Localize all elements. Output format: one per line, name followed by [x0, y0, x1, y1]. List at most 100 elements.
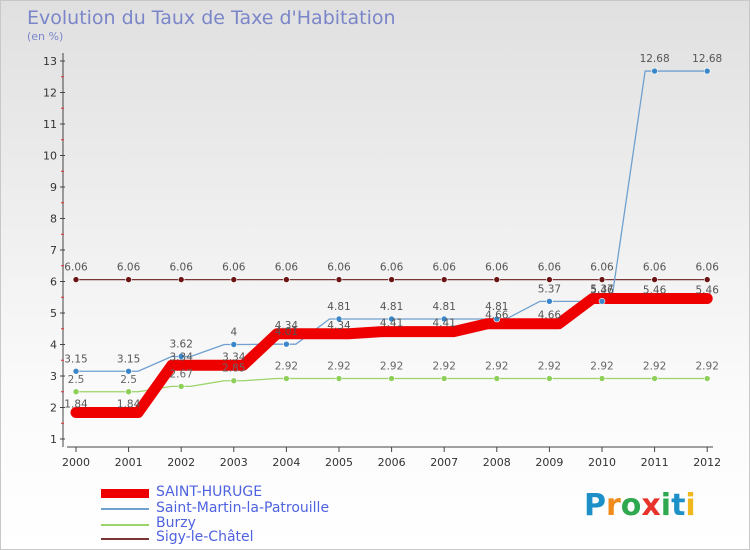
data-point-sigy-le-ch-tel: [440, 276, 448, 283]
data-point-saint-martin-la-patrouille: [283, 340, 290, 348]
data-label-saint-martin-la-patrouille: 3.62: [170, 338, 193, 350]
data-point-saint-martin-la-patrouille: [125, 367, 132, 375]
data-point-saint-martin-la-patrouille: [72, 367, 80, 375]
data-label-saint-huruge: 3.34: [222, 351, 246, 363]
data-label-sigy-le-ch-tel: 6.06: [275, 262, 299, 274]
y-tick-label: 11: [43, 118, 57, 131]
brand-letter: x: [641, 488, 661, 523]
legend-swatch-saint-huruge: [101, 489, 149, 498]
brand-letter: t: [671, 488, 686, 523]
data-label-saint-huruge: 4.41: [380, 318, 403, 330]
data-label-sigy-le-ch-tel: 6.06: [485, 262, 509, 274]
data-point-burzy: [388, 375, 395, 382]
y-tick-label: 12: [43, 87, 57, 100]
data-point-burzy: [703, 375, 711, 382]
data-label-saint-huruge: 4.41: [433, 318, 456, 330]
x-tick-label: 2000: [62, 456, 90, 469]
data-label-sigy-le-ch-tel: 6.06: [696, 262, 720, 274]
y-tick-label: 13: [43, 55, 57, 68]
data-point-saint-martin-la-patrouille: [703, 67, 711, 75]
x-tick-label: 2006: [378, 456, 406, 469]
y-tick-label: 2: [50, 402, 57, 415]
data-label-burzy: 2.92: [433, 361, 456, 373]
data-label-saint-martin-la-patrouille: 5.37: [538, 283, 561, 295]
data-label-saint-martin-la-patrouille: 4.81: [433, 301, 456, 313]
y-tick-label: 9: [50, 181, 57, 194]
y-tick-label: 5: [50, 307, 57, 320]
data-label-burzy: 2.92: [327, 361, 350, 373]
data-label-burzy: 2.5: [68, 374, 85, 386]
x-tick-label: 2004: [272, 456, 300, 469]
x-tick-label: 2011: [641, 456, 669, 469]
chart-unit-label: (en %): [27, 30, 64, 43]
data-label-burzy: 2.92: [380, 361, 403, 373]
data-point-saint-martin-la-patrouille: [598, 298, 606, 305]
data-label-saint-martin-la-patrouille: 12.68: [692, 53, 722, 65]
data-label-sigy-le-ch-tel: 6.06: [380, 262, 404, 274]
data-point-burzy: [283, 375, 290, 382]
x-tick-label: 2002: [167, 456, 195, 469]
data-label-saint-martin-la-patrouille: 4: [230, 327, 237, 339]
data-label-burzy: 2.85: [222, 363, 245, 375]
data-label-sigy-le-ch-tel: 6.06: [590, 262, 614, 274]
legend-label-sigy: Sigy-le-Châtel: [156, 529, 254, 545]
data-point-saint-martin-la-patrouille: [651, 67, 658, 75]
data-labels: 6.06 6.06 6.06 6.06 6.06 6.06 6.06 6.06 6.06 6.06…: [64, 53, 722, 410]
data-point-sigy-le-ch-tel: [283, 276, 290, 283]
legend-swatch-sigy: [101, 538, 149, 540]
data-point-burzy: [493, 375, 501, 382]
legend-swatch-burzy: [101, 524, 149, 526]
data-label-sigy-le-ch-tel: 6.06: [433, 262, 457, 274]
data-label-sigy-le-ch-tel: 6.06: [64, 262, 88, 274]
data-label-saint-martin-la-patrouille: 12.68: [640, 53, 670, 65]
data-label-saint-martin-la-patrouille: 4.81: [485, 301, 508, 313]
data-label-burzy: 2.67: [170, 368, 193, 380]
legend-label-saint-martin: Saint-Martin-la-Patrouille: [156, 500, 330, 516]
y-tick-label: 6: [50, 276, 57, 289]
x-tick-label: 2001: [115, 456, 143, 469]
data-point-saint-martin-la-patrouille: [493, 315, 501, 323]
brand-letter: i: [660, 488, 672, 523]
x-tick-label: 2012: [693, 456, 721, 469]
brand-letter: o: [620, 488, 642, 523]
data-label-saint-huruge: 3.34: [170, 351, 194, 363]
data-label-burzy: 2.92: [643, 361, 666, 373]
y-tick-label: 4: [50, 339, 57, 352]
legend-label-burzy: Burzy: [156, 515, 196, 531]
data-label-sigy-le-ch-tel: 6.06: [117, 262, 141, 274]
data-point-saint-martin-la-patrouille: [440, 315, 448, 323]
data-label-saint-martin-la-patrouille: 3.15: [117, 353, 140, 365]
data-point-sigy-le-ch-tel: [388, 276, 395, 283]
x-tick-label: 2010: [588, 456, 616, 469]
data-label-burzy: 2.92: [538, 361, 561, 373]
data-label-saint-martin-la-patrouille: 3.15: [64, 353, 87, 365]
data-point-saint-martin-la-patrouille: [230, 341, 238, 348]
data-point-saint-martin-la-patrouille: [388, 315, 395, 323]
data-point-sigy-le-ch-tel: [598, 276, 606, 283]
brand-logo: Proxiti: [584, 488, 696, 523]
data-label-burzy: 2.5: [120, 374, 137, 386]
y-tick-label: 3: [50, 370, 57, 383]
data-point-sigy-le-ch-tel: [125, 276, 132, 283]
data-label-burzy: 2.92: [590, 361, 613, 373]
data-point-sigy-le-ch-tel: [230, 276, 238, 283]
data-label-saint-huruge: 1.84: [117, 399, 141, 411]
data-label-sigy-le-ch-tel: 6.06: [538, 262, 562, 274]
data-point-sigy-le-ch-tel: [177, 276, 185, 283]
series-line-saint-huruge: [70, 293, 713, 419]
data-point-sigy-le-ch-tel: [651, 276, 658, 283]
legend-swatch-saint-martin: [101, 508, 149, 510]
data-label-saint-huruge: 5.46: [696, 285, 720, 297]
data-label-sigy-le-ch-tel: 6.06: [170, 262, 194, 274]
data-label-saint-martin-la-patrouille: 4.01: [275, 326, 298, 338]
data-label-saint-huruge: 4.34: [275, 320, 299, 332]
data-point-saint-martin-la-patrouille: [335, 315, 343, 323]
data-label-saint-huruge: 4.34: [327, 320, 351, 332]
y-tick-label: 1: [50, 433, 57, 446]
x-tick-label: 2003: [220, 456, 248, 469]
data-label-saint-martin-la-patrouille: 5.37: [590, 283, 613, 295]
y-tick-label: 10: [43, 150, 57, 163]
y-tick-label: 8: [50, 213, 57, 226]
